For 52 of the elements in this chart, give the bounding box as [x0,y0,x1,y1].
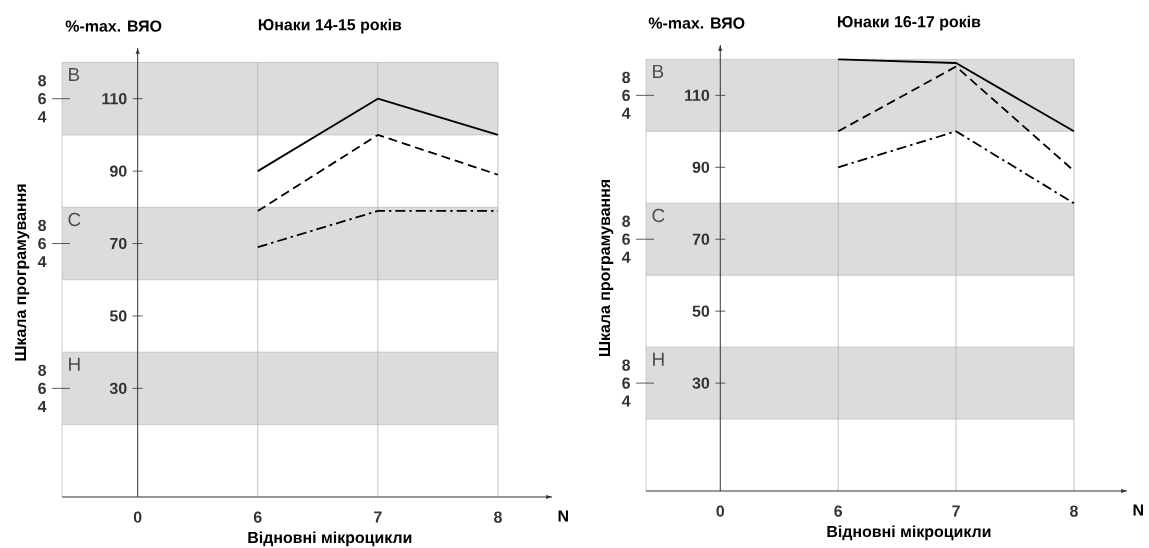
y-tick-label: 50 [109,310,127,322]
x-tick-label: 6 [834,505,843,517]
band-label: С [68,212,81,227]
chart-title: Юнаки 16-17 років [837,15,981,31]
x-tick-label: 8 [494,511,502,523]
text: 4 [37,400,47,412]
x-axis-title: Відновні мікроцикли [827,525,991,541]
x-tick-label: 8 [1070,505,1078,517]
y-tick-label: 110 [102,93,127,105]
band-label: Н [69,357,80,371]
text: 6 [622,233,630,245]
text: 4 [621,107,631,119]
text: 6 [622,89,630,101]
text: 4 [37,111,47,123]
text: 6 [38,382,46,395]
text: 6 [622,377,630,389]
text: Шкала програмування [599,180,614,356]
text: 8 [622,359,631,371]
x-tick-label: 7 [374,511,382,523]
text: N [558,510,568,522]
band-label: Н [653,352,664,366]
text: 4 [621,251,631,263]
x-tick-label: 0 [716,505,725,517]
y-axis-title: %-max. ВЯО [65,20,162,32]
y-tick-label: 50 [692,305,710,317]
y-tick-label: 30 [692,377,710,389]
y-tick-label: 70 [692,233,710,245]
text: 4 [37,256,47,268]
text: N [1133,504,1143,516]
text: 8 [622,71,631,84]
text: 8 [38,74,47,87]
y-tick-label: 110 [685,89,710,101]
y-tick-label: 70 [110,237,127,250]
band-label: С [652,208,665,223]
chart-title: Юнаки 14-15 років [258,18,402,34]
y-tick-label: 90 [692,161,710,173]
x-tick-label: 0 [133,511,142,523]
x-axis-title: Відновні мікроцикли [248,531,412,547]
band-label: В [653,64,664,78]
text: 8 [38,364,47,376]
x-tick-label: 6 [253,511,262,523]
x-tick-label: 7 [952,505,960,517]
y-tick-label: 30 [109,382,127,395]
text: 6 [38,93,46,105]
text: Шкала програмування [15,184,30,361]
y-tick-label: 90 [109,165,127,177]
text: 4 [621,395,631,407]
text: 6 [38,237,46,250]
text: 8 [622,215,631,227]
text: 8 [38,219,47,232]
band-label: В [69,68,80,82]
y-axis-title: %-max. ВЯО [648,17,745,29]
